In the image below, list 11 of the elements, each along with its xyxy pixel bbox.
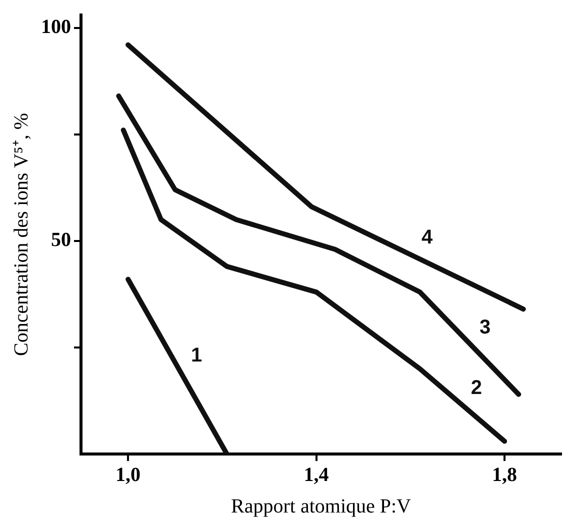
series-label: 3 xyxy=(479,316,491,338)
x-tick-label: 1,8 xyxy=(492,464,518,486)
series-label: 2 xyxy=(470,376,482,399)
x-tick-label: 1,0 xyxy=(116,464,141,486)
x-tick-label: 1,4 xyxy=(304,464,329,486)
x-axis-title: Rapport atomique P:V xyxy=(231,495,412,518)
y-tick-label: 100 xyxy=(41,16,71,38)
y-tick-label: 50 xyxy=(51,229,71,252)
y-axis-title: Concentration des ions V⁵⁺, % xyxy=(10,112,32,356)
series-label: 1 xyxy=(191,344,202,366)
series-label: 4 xyxy=(421,226,434,249)
